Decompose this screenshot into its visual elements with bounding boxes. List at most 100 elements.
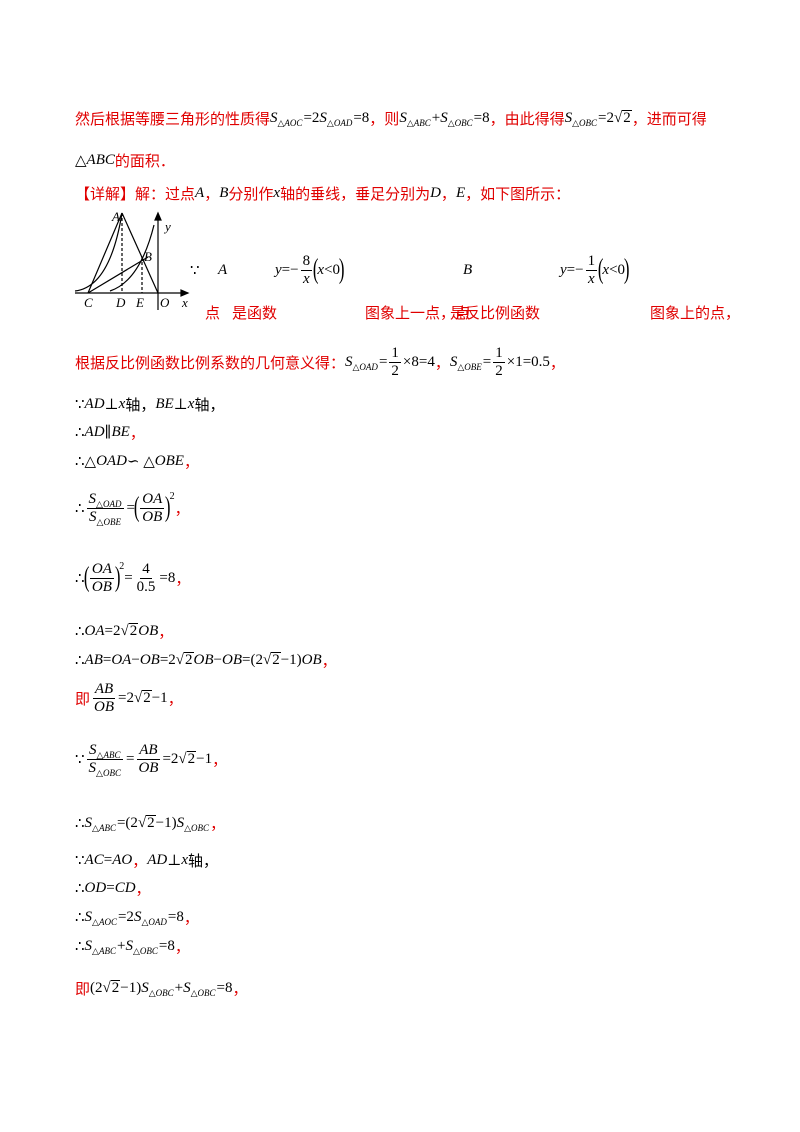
math: OB xyxy=(138,759,159,776)
math: =8 xyxy=(158,937,175,954)
math: ∴△ xyxy=(75,453,97,470)
radicand: 2 xyxy=(142,690,152,706)
math: 2 xyxy=(391,362,399,379)
math: A xyxy=(218,261,228,278)
math: OB xyxy=(142,508,163,525)
denominator: S △OBE xyxy=(87,509,124,527)
line: ∵ AD ⊥ x 轴， BE ⊥ x 轴， xyxy=(75,389,224,419)
math: <0 xyxy=(609,261,626,278)
math: S xyxy=(125,937,133,954)
math: (2 xyxy=(90,979,103,996)
line: 根据反比例函数比例系数的几何意义得： S △OAD = 1 2 ×8=4， S △OBE = 1 2 ×… xyxy=(75,345,565,379)
math: A xyxy=(195,184,205,201)
line: ∴ AB = OA − OB =2 √ 2 OB − OB =(2 √ 2 −1) OB， xyxy=(75,645,337,675)
math: =− xyxy=(281,261,299,278)
math: AC xyxy=(84,851,104,868)
subscript: △OBE xyxy=(96,516,121,527)
figure: A B y C D E O x xyxy=(74,209,190,310)
text: ， xyxy=(434,355,450,372)
superscript: 2 xyxy=(169,490,175,502)
math: ∴ xyxy=(75,652,85,669)
math: x xyxy=(273,184,281,201)
text: ， xyxy=(440,186,456,203)
line: 是函数 xyxy=(232,297,277,327)
radical: √ xyxy=(137,814,147,831)
denominator: 0.5 xyxy=(135,579,158,596)
text: ， xyxy=(132,853,148,870)
text: ，则 xyxy=(369,111,400,128)
line: B xyxy=(463,255,472,285)
math: ∴ xyxy=(75,815,85,832)
math: AB xyxy=(84,651,103,668)
math: AD xyxy=(84,395,105,412)
line: A xyxy=(218,255,227,285)
text: ，如下图所示： xyxy=(465,186,571,203)
text: 分别作 xyxy=(228,186,274,203)
numerator: OA xyxy=(140,491,165,509)
math: S xyxy=(449,353,458,370)
line: y =− 8 x(x <0) xyxy=(275,252,345,287)
radical: √ xyxy=(178,750,187,767)
math: OB xyxy=(221,651,242,668)
math: ⊥ xyxy=(167,852,182,869)
fraction: S △OAD S △OBE xyxy=(86,491,125,527)
text: ，进而可得 xyxy=(631,111,707,128)
line: ∴ (OA OB) 2 = 4 0.5 =8， xyxy=(75,560,191,596)
text: 【详解】解：过点 xyxy=(75,186,196,203)
label: x xyxy=(181,295,188,310)
curve xyxy=(74,212,123,292)
math: ∴ xyxy=(75,938,85,955)
line: ∴ S △OAD S △OBE =(OA OB) 2， xyxy=(75,490,190,527)
math: =8 xyxy=(167,908,184,925)
math: S xyxy=(84,814,93,831)
numerator: 4 xyxy=(140,561,152,579)
numerator: 1 xyxy=(389,345,401,363)
math: S xyxy=(440,109,448,126)
subscript: △AOC xyxy=(277,117,303,128)
subscript: △ABC xyxy=(96,749,121,760)
math: =2 xyxy=(159,651,176,668)
radical: √ xyxy=(102,979,111,996)
text: 图象上的点， xyxy=(650,305,741,322)
math: ∽ △ xyxy=(126,453,155,470)
subscript: △ABC xyxy=(92,945,116,956)
math: −1) xyxy=(155,814,177,831)
math: ∵ xyxy=(190,262,200,279)
math: 8 xyxy=(302,252,311,269)
text: ， xyxy=(232,981,248,998)
math: 4 xyxy=(142,560,150,577)
line: ∵ S △ABC S △OBC = AB OB =2 √ 2 −1， xyxy=(75,742,227,778)
denominator: x xyxy=(586,271,597,288)
line: 图象上的点， xyxy=(650,297,740,327)
math: S xyxy=(133,908,142,925)
text: ， xyxy=(321,653,337,670)
numerator: AB xyxy=(137,742,160,760)
text: 是反比例函数 xyxy=(450,305,541,322)
line: 图象上一点，点 xyxy=(365,297,470,327)
line: △ ABC 的面积． xyxy=(75,145,175,175)
text: ， xyxy=(175,571,191,588)
text: 根据反比例函数比例系数的几何意义得： xyxy=(75,355,346,372)
text: 是函数 xyxy=(232,305,278,322)
math: 轴， xyxy=(194,397,225,414)
math: −1 xyxy=(151,689,168,706)
math: CD xyxy=(114,879,136,896)
radicand: 2 xyxy=(110,980,121,996)
line: 然后根据等腰三角形的性质得 S △AOC =2 S △OAD =8 ，则 S △ABC + S △OBC… xyxy=(75,103,707,133)
text: ， xyxy=(183,910,199,927)
math: =8 xyxy=(473,109,490,126)
math: S xyxy=(270,109,278,126)
subscript: △OAD xyxy=(326,117,353,128)
paren: ( xyxy=(597,254,604,285)
math: = xyxy=(125,750,135,767)
math: ∥ xyxy=(104,424,112,441)
math: D xyxy=(430,184,441,201)
math: OA xyxy=(91,560,112,577)
subscript: △OAD xyxy=(141,916,167,927)
math: =2 xyxy=(303,109,320,126)
arrow xyxy=(180,289,190,297)
line: ∵ AC = AO， AD ⊥ x 轴， xyxy=(75,845,218,875)
numerator: 1 xyxy=(493,345,505,363)
math: ∴ xyxy=(75,880,85,897)
math: B xyxy=(219,184,229,201)
